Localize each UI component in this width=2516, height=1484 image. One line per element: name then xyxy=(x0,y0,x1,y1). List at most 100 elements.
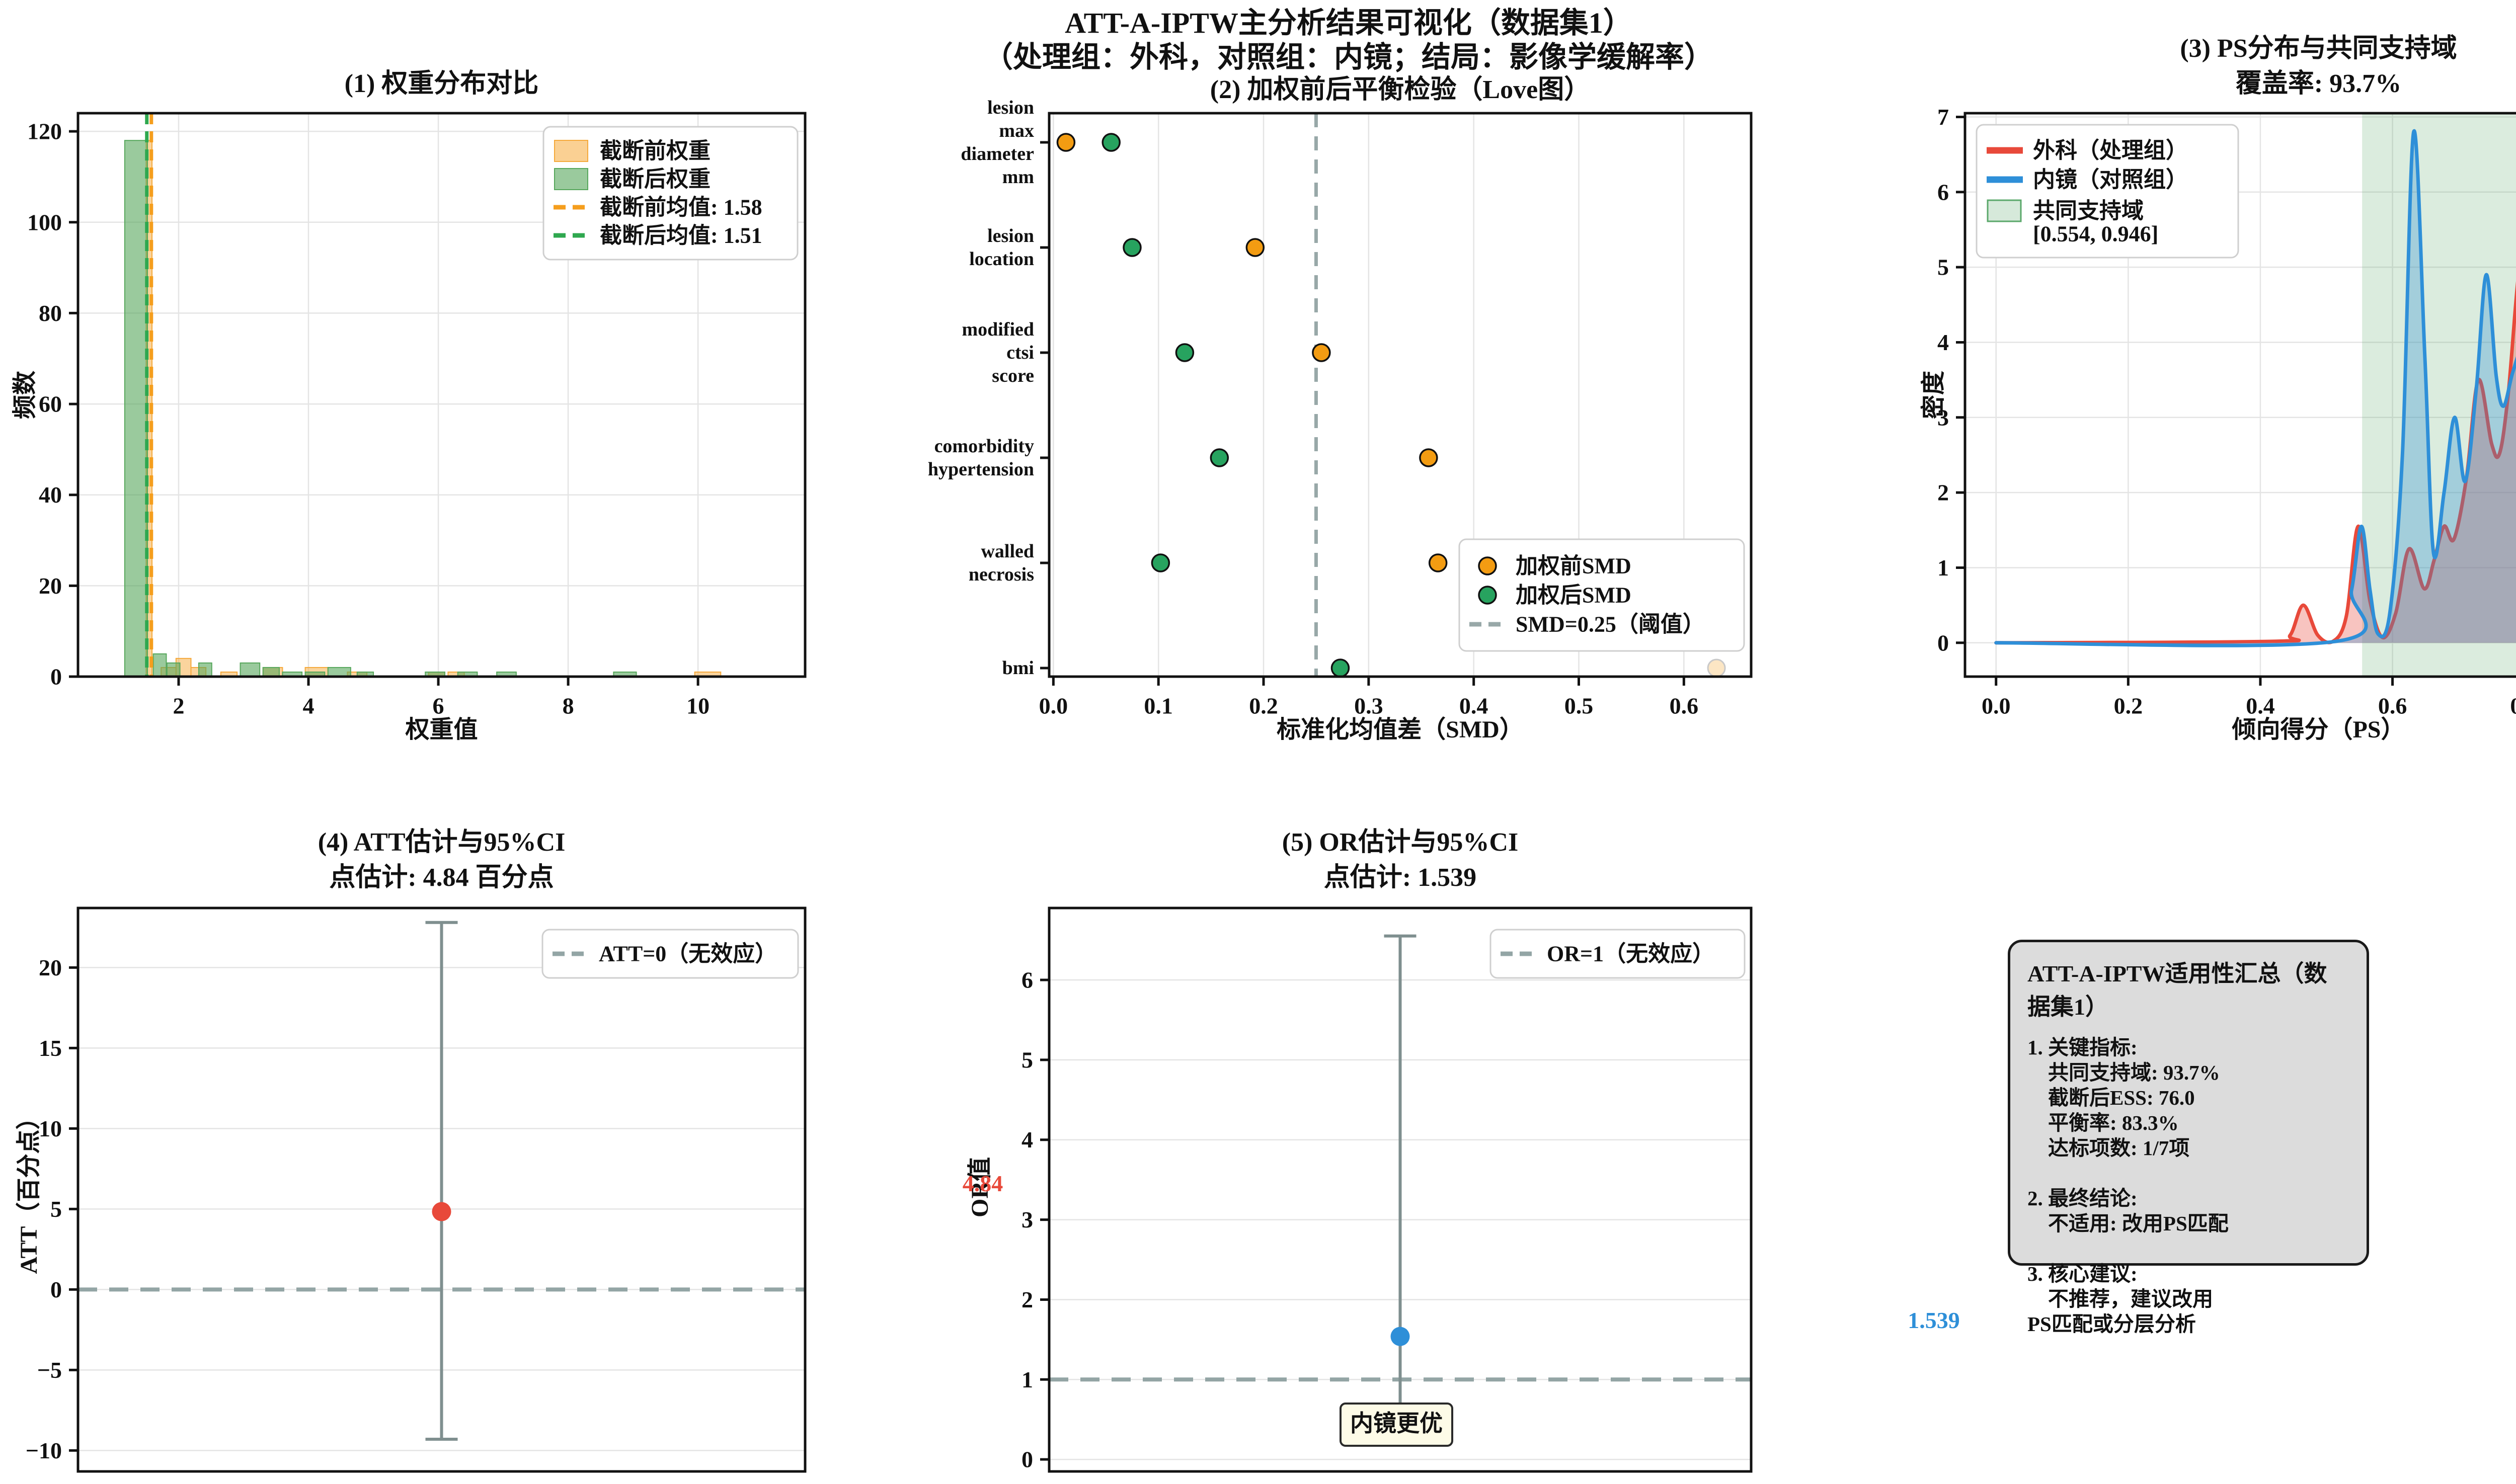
smd-before-point xyxy=(1056,133,1076,152)
svg-text:hypertension: hypertension xyxy=(928,459,1034,480)
svg-text:截断后权重: 截断后权重 xyxy=(600,167,711,192)
svg-text:7: 7 xyxy=(1937,104,1949,130)
panel4-title: (4) ATT估计与95%CI xyxy=(318,828,566,857)
treated-density-curve xyxy=(1994,281,2516,645)
svg-text:4: 4 xyxy=(1021,1127,1033,1152)
svg-text:2: 2 xyxy=(1021,1287,1033,1312)
svg-text:mm: mm xyxy=(1002,167,1034,188)
svg-text:15: 15 xyxy=(39,1035,62,1061)
svg-text:80: 80 xyxy=(39,300,62,326)
svg-text:3: 3 xyxy=(1937,404,1949,430)
svg-text:6: 6 xyxy=(1937,179,1949,205)
svg-text:0: 0 xyxy=(50,664,62,690)
svg-text:ctsi: ctsi xyxy=(1006,342,1034,363)
svg-text:walled: walled xyxy=(981,541,1034,562)
panel2-title: (2) 加权前后平衡检验（Love图） xyxy=(1210,75,1591,104)
ps-density-plot: 0.00.20.40.60.81.001234567外科（处理组）内镜（对照组）… xyxy=(1937,104,2516,719)
treated-density-fill xyxy=(1996,300,2516,643)
svg-text:SMD=0.25（阈值）: SMD=0.25（阈值） xyxy=(1516,612,1705,637)
svg-text:OR=1（无效应）: OR=1（无效应） xyxy=(1547,942,1714,966)
smd-before-point-faded xyxy=(1707,658,1726,678)
panel4-ylabel: ATT（百分点） xyxy=(16,1105,42,1274)
svg-text:−5: −5 xyxy=(37,1357,62,1383)
svg-text:截断后均值: 1.51: 截断后均值: 1.51 xyxy=(600,223,762,248)
svg-text:0: 0 xyxy=(50,1277,62,1302)
smd-after-point xyxy=(1123,238,1142,257)
panel1-xlabel: 权重值 xyxy=(405,716,478,743)
svg-text:1: 1 xyxy=(1021,1367,1033,1392)
smd-after-point xyxy=(1175,343,1195,362)
summary-lines: 1. 关键指标: 共同支持域: 93.7% 截断后ESS: 76.0 平衡率: … xyxy=(2027,1036,2229,1336)
svg-text:necrosis: necrosis xyxy=(969,564,1034,585)
svg-text:8: 8 xyxy=(563,693,574,719)
svg-text:1: 1 xyxy=(1937,555,1949,581)
svg-text:0: 0 xyxy=(1021,1447,1033,1472)
panel5-subtitle: 点估计: 1.539 xyxy=(1323,863,1477,892)
smd-after-point xyxy=(1151,553,1170,572)
svg-text:共同支持域: 共同支持域 xyxy=(2033,199,2144,223)
svg-text:加权后SMD: 加权后SMD xyxy=(1516,583,1631,608)
svg-text:120: 120 xyxy=(27,119,62,144)
panel3-xlabel: 倾向得分（PS） xyxy=(2232,716,2405,743)
common-support-region xyxy=(2362,113,2516,677)
svg-text:4: 4 xyxy=(303,693,314,719)
att-estimate-annotation: 4.84 xyxy=(962,1171,1003,1196)
panel5-title: (5) OR估计与95%CI xyxy=(1282,828,1519,857)
svg-text:0.1: 0.1 xyxy=(1144,693,1173,719)
svg-text:0: 0 xyxy=(1937,630,1949,655)
svg-text:ATT=0（无效应）: ATT=0（无效应） xyxy=(599,942,777,966)
svg-text:6: 6 xyxy=(1021,967,1033,993)
svg-text:外科（处理组）: 外科（处理组） xyxy=(2033,138,2188,163)
svg-text:内镜（对照组）: 内镜（对照组） xyxy=(2033,168,2188,192)
svg-text:5: 5 xyxy=(1021,1047,1033,1073)
or-favours-note: 内镜更优 xyxy=(1340,1403,1453,1447)
panel3-subtitle: 覆盖率: 93.7% xyxy=(2235,69,2402,98)
svg-text:2: 2 xyxy=(1937,480,1949,506)
panel1-title: (1) 权重分布对比 xyxy=(344,69,539,98)
hist-after-bars xyxy=(124,140,637,678)
svg-text:10: 10 xyxy=(39,1116,62,1141)
svg-text:截断前权重: 截断前权重 xyxy=(600,139,711,163)
svg-text:60: 60 xyxy=(39,391,62,417)
svg-text:0.2: 0.2 xyxy=(2114,693,2143,719)
panel1-ylabel: 频数 xyxy=(12,371,38,420)
svg-text:截断前均值: 1.58: 截断前均值: 1.58 xyxy=(600,195,762,220)
svg-text:5: 5 xyxy=(1937,255,1949,280)
svg-text:2: 2 xyxy=(173,693,184,719)
summary-panel: ATT-A-IPTW适用性汇总（数据集1） 1. 关键指标: 共同支持域: 93… xyxy=(2008,940,2369,1336)
svg-text:5: 5 xyxy=(50,1196,62,1222)
smd-before-point xyxy=(1312,343,1331,362)
control-density-curve xyxy=(1994,129,2516,647)
svg-text:−10: −10 xyxy=(26,1438,62,1463)
att-estimate-plot: −10 −5 0 5 10 15 20 ATT=0（无效应） xyxy=(26,906,807,1473)
svg-text:加权前SMD: 加权前SMD xyxy=(1516,554,1631,579)
svg-text:location: location xyxy=(969,249,1034,270)
svg-text:[0.554, 0.946]: [0.554, 0.946] xyxy=(2033,222,2158,246)
smd-after-point xyxy=(1102,133,1121,152)
smd-before-point xyxy=(1419,448,1438,467)
point-estimate xyxy=(432,1202,451,1221)
svg-text:0.2: 0.2 xyxy=(1249,693,1278,719)
figure-title-line1: ATT-A-IPTW主分析结果可视化（数据集1） xyxy=(1065,7,1632,39)
panel2-xlabel: 标准化均值差（SMD） xyxy=(1277,716,1524,743)
smd-after-point xyxy=(1330,658,1350,678)
svg-text:4: 4 xyxy=(1937,329,1949,355)
control-density-fill xyxy=(1996,131,2516,646)
svg-text:comorbidity: comorbidity xyxy=(934,436,1034,457)
svg-text:bmi: bmi xyxy=(1002,657,1034,679)
point-estimate xyxy=(1390,1327,1410,1346)
svg-text:10: 10 xyxy=(686,693,710,719)
figure-title-line2: （处理组：外科，对照组：内镜；结局：影像学缓解率） xyxy=(983,41,1713,73)
panel3-ylabel: 密度 xyxy=(1920,371,1947,420)
svg-text:3: 3 xyxy=(1021,1207,1033,1232)
svg-text:0.8: 0.8 xyxy=(2510,693,2516,719)
svg-text:0.0: 0.0 xyxy=(1039,693,1068,719)
svg-text:lesion: lesion xyxy=(987,97,1034,118)
svg-text:lesion: lesion xyxy=(987,225,1034,246)
svg-text:20: 20 xyxy=(39,955,62,980)
summary-title: ATT-A-IPTW适用性汇总（数据集1） xyxy=(2027,961,2327,1020)
svg-text:0.4: 0.4 xyxy=(2246,693,2275,719)
